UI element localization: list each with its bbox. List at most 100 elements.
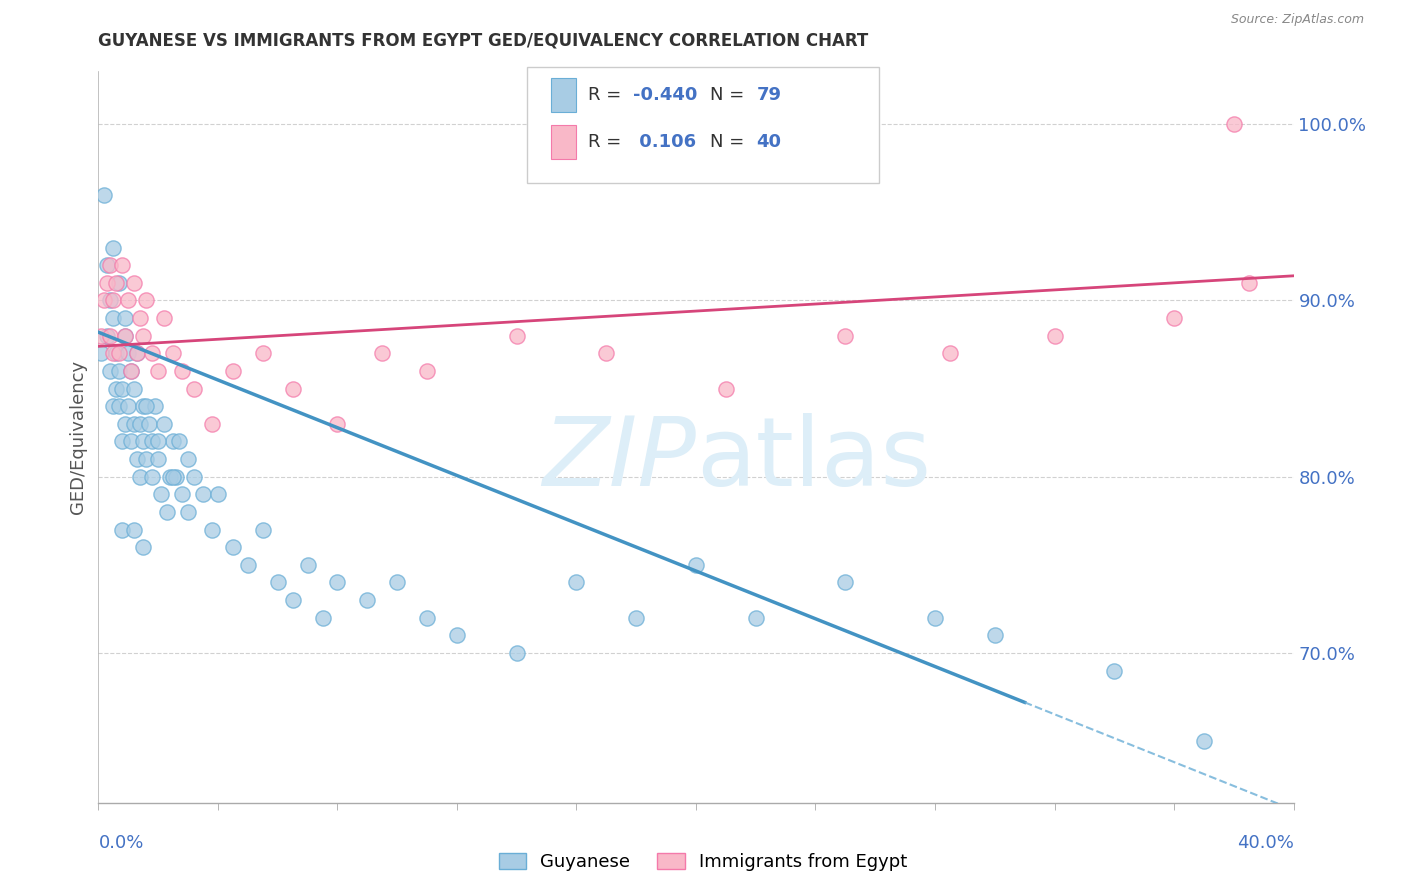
Point (148, 364, 170, 378)
Point (98, 258, 122, 272)
Text: 0.106: 0.106 (633, 133, 696, 151)
Point (98, 293, 122, 308)
Point (714, 382, 737, 396)
Point (93, 187, 115, 202)
Point (371, 346, 394, 360)
Point (96, 258, 118, 272)
Point (1237, 276, 1260, 290)
Point (172, 487, 194, 501)
Point (141, 346, 163, 360)
Text: R =: R = (588, 87, 627, 104)
Point (446, 628, 468, 642)
Point (191, 487, 214, 501)
Point (108, 399, 131, 413)
Point (132, 399, 155, 413)
Text: atlas: atlas (696, 412, 931, 506)
Point (201, 523, 224, 537)
Point (90, 346, 112, 360)
Point (111, 258, 134, 272)
Text: N =: N = (710, 87, 749, 104)
Point (135, 452, 157, 467)
Point (222, 540, 245, 554)
Point (153, 311, 176, 326)
Point (98, 328, 122, 343)
Point (114, 328, 136, 343)
Point (132, 434, 155, 449)
Point (834, 328, 856, 343)
Point (565, 575, 588, 590)
Point (103, 293, 125, 308)
Point (685, 558, 707, 572)
Point (132, 540, 155, 554)
Point (281, 593, 304, 607)
Point (103, 311, 125, 326)
Point (124, 523, 146, 537)
Point (1223, 117, 1246, 131)
Point (127, 346, 149, 360)
Point (156, 505, 179, 519)
Point (153, 417, 176, 431)
Point (311, 611, 333, 625)
Point (117, 293, 139, 308)
Point (132, 328, 155, 343)
Point (939, 346, 962, 360)
Text: GUYANESE VS IMMIGRANTS FROM EGYPT GED/EQUIVALENCY CORRELATION CHART: GUYANESE VS IMMIGRANTS FROM EGYPT GED/EQ… (98, 31, 869, 49)
Point (1104, 664, 1126, 678)
Point (120, 364, 142, 378)
Point (120, 434, 142, 449)
Point (135, 293, 157, 308)
Point (385, 575, 409, 590)
Point (326, 417, 349, 431)
Point (183, 382, 205, 396)
Point (117, 346, 139, 360)
Point (150, 487, 173, 501)
Point (252, 523, 274, 537)
Point (117, 399, 139, 413)
Point (108, 364, 131, 378)
Point (127, 452, 149, 467)
Point (162, 434, 184, 449)
Point (103, 399, 125, 413)
Point (236, 558, 259, 572)
Text: 40: 40 (756, 133, 782, 151)
Point (222, 364, 245, 378)
Point (129, 311, 152, 326)
Point (506, 646, 529, 660)
Point (124, 276, 146, 290)
Point (183, 469, 205, 483)
Point (1192, 734, 1215, 748)
Point (129, 469, 152, 483)
Point (983, 628, 1005, 642)
Point (114, 311, 136, 326)
Text: 40.0%: 40.0% (1237, 834, 1294, 852)
Text: ZIP: ZIP (543, 412, 696, 506)
Point (162, 346, 184, 360)
Point (326, 575, 349, 590)
Point (129, 417, 152, 431)
Point (177, 452, 200, 467)
Point (356, 593, 378, 607)
Point (416, 611, 439, 625)
Point (1043, 328, 1066, 343)
Point (162, 469, 184, 483)
Text: R =: R = (588, 133, 627, 151)
Point (141, 434, 163, 449)
Point (114, 328, 136, 343)
Y-axis label: GED/Equivalency: GED/Equivalency (69, 360, 87, 514)
Point (105, 382, 128, 396)
Point (90, 328, 112, 343)
Point (135, 399, 157, 413)
Point (114, 417, 136, 431)
Text: -0.440: -0.440 (633, 87, 697, 104)
Point (108, 346, 131, 360)
Point (281, 382, 304, 396)
Point (103, 241, 125, 255)
Point (96, 328, 118, 343)
Point (201, 417, 224, 431)
Point (745, 611, 768, 625)
Point (103, 346, 125, 360)
Point (108, 276, 131, 290)
Point (111, 382, 134, 396)
Point (148, 452, 170, 467)
Point (96, 276, 118, 290)
